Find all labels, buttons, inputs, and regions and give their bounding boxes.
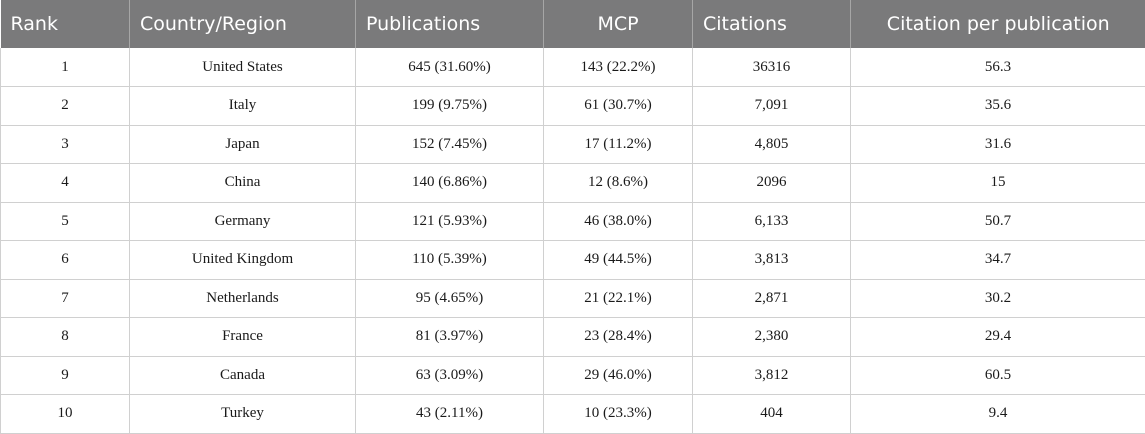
cell-citations: 2096 (693, 164, 851, 203)
cell-rank: 7 (1, 279, 130, 318)
header-publications: Publications (356, 0, 544, 48)
header-row: Rank Country/Region Publications MCP Cit… (1, 0, 1145, 48)
cell-rank: 3 (1, 125, 130, 164)
header-citations: Citations (693, 0, 851, 48)
cell-publications: 81 (3.97%) (356, 318, 544, 357)
cell-rank: 4 (1, 164, 130, 203)
cell-citations: 3,812 (693, 356, 851, 395)
cell-mcp: 61 (30.7%) (544, 87, 693, 126)
cell-publications: 95 (4.65%) (356, 279, 544, 318)
cell-country: Germany (130, 202, 356, 241)
cell-country: Turkey (130, 395, 356, 434)
cell-mcp: 46 (38.0%) (544, 202, 693, 241)
cell-citation-per-publication: 56.3 (851, 48, 1145, 87)
header-rank: Rank (1, 0, 130, 48)
cell-citation-per-publication: 35.6 (851, 87, 1145, 126)
cell-publications: 121 (5.93%) (356, 202, 544, 241)
cell-publications: 152 (7.45%) (356, 125, 544, 164)
cell-country: Canada (130, 356, 356, 395)
cell-citations: 2,871 (693, 279, 851, 318)
header-country: Country/Region (130, 0, 356, 48)
cell-mcp: 23 (28.4%) (544, 318, 693, 357)
cell-publications: 43 (2.11%) (356, 395, 544, 434)
cell-citation-per-publication: 50.7 (851, 202, 1145, 241)
cell-rank: 6 (1, 241, 130, 280)
header-mcp: MCP (544, 0, 693, 48)
cell-rank: 5 (1, 202, 130, 241)
cell-citations: 2,380 (693, 318, 851, 357)
cell-rank: 8 (1, 318, 130, 357)
cell-publications: 140 (6.86%) (356, 164, 544, 203)
cell-citations: 6,133 (693, 202, 851, 241)
cell-citations: 404 (693, 395, 851, 434)
cell-citations: 7,091 (693, 87, 851, 126)
cell-mcp: 29 (46.0%) (544, 356, 693, 395)
cell-publications: 63 (3.09%) (356, 356, 544, 395)
cell-citation-per-publication: 34.7 (851, 241, 1145, 280)
cell-rank: 2 (1, 87, 130, 126)
table-header: Rank Country/Region Publications MCP Cit… (1, 0, 1145, 48)
cell-publications: 645 (31.60%) (356, 48, 544, 87)
cell-citation-per-publication: 15 (851, 164, 1145, 203)
cell-country: Netherlands (130, 279, 356, 318)
cell-citations: 36316 (693, 48, 851, 87)
cell-rank: 9 (1, 356, 130, 395)
cell-country: Japan (130, 125, 356, 164)
cell-citation-per-publication: 29.4 (851, 318, 1145, 357)
cell-mcp: 143 (22.2%) (544, 48, 693, 87)
cell-mcp: 17 (11.2%) (544, 125, 693, 164)
cell-citations: 4,805 (693, 125, 851, 164)
cell-country: China (130, 164, 356, 203)
header-citation-per-publication: Citation per publication (851, 0, 1145, 48)
cell-citations: 3,813 (693, 241, 851, 280)
cell-country: Italy (130, 87, 356, 126)
cell-citation-per-publication: 9.4 (851, 395, 1145, 434)
cell-rank: 10 (1, 395, 130, 434)
cell-publications: 199 (9.75%) (356, 87, 544, 126)
cell-mcp: 12 (8.6%) (544, 164, 693, 203)
cell-citation-per-publication: 30.2 (851, 279, 1145, 318)
cell-mcp: 10 (23.3%) (544, 395, 693, 434)
cell-citation-per-publication: 60.5 (851, 356, 1145, 395)
cell-mcp: 49 (44.5%) (544, 241, 693, 280)
cell-publications: 110 (5.39%) (356, 241, 544, 280)
cell-citation-per-publication: 31.6 (851, 125, 1145, 164)
cell-rank: 1 (1, 48, 130, 87)
cell-country: France (130, 318, 356, 357)
cell-country: United States (130, 48, 356, 87)
cell-mcp: 21 (22.1%) (544, 279, 693, 318)
cell-country: United Kingdom (130, 241, 356, 280)
